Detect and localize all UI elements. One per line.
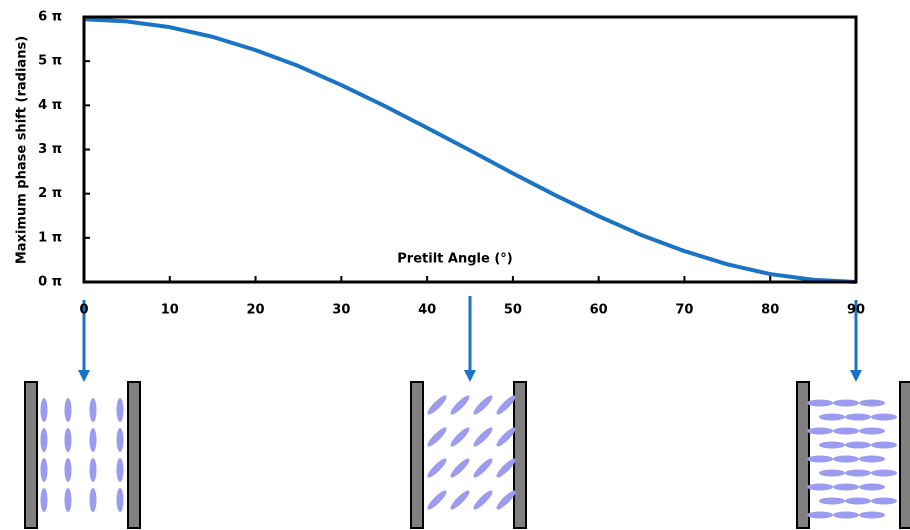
lc-molecule [116, 398, 124, 422]
lc-molecule [64, 428, 72, 452]
glass-plate [899, 381, 910, 529]
x-tick-label: 20 [247, 303, 265, 318]
x-tick-label: 60 [590, 303, 608, 318]
lc-molecule [40, 458, 48, 482]
x-tick-label: 40 [418, 303, 436, 318]
glass-plate [127, 381, 141, 529]
lc-molecule [819, 413, 845, 421]
lc-molecule [819, 469, 845, 477]
lc-molecule [450, 458, 470, 478]
data-line [83, 17, 857, 284]
lc-molecule [116, 428, 124, 452]
lc-molecule [427, 458, 447, 478]
lc-molecule [89, 458, 97, 482]
lc-molecule [859, 427, 885, 435]
lc-molecule [833, 399, 859, 407]
lc-molecule [845, 441, 871, 449]
lc-molecule [871, 441, 897, 449]
y-tick-label: 5 π [38, 54, 62, 69]
glass-plate [513, 381, 527, 529]
lc-molecule [819, 441, 845, 449]
lc-molecule [833, 427, 859, 435]
lc-molecule [807, 511, 833, 519]
y-tick-label: 2 π [38, 186, 62, 201]
lc-molecule [871, 413, 897, 421]
lc-molecule [89, 428, 97, 452]
lc-molecule [859, 455, 885, 463]
lc-molecule [807, 427, 833, 435]
lc-molecule [473, 427, 493, 447]
arrow-head [464, 370, 476, 382]
lc-molecule [427, 395, 447, 415]
lc-molecule [40, 428, 48, 452]
lc-molecule [450, 395, 470, 415]
lc-molecule [89, 488, 97, 512]
glass-plate [796, 381, 810, 529]
lc-molecule [859, 511, 885, 519]
lc-molecule [845, 413, 871, 421]
lc-molecule [64, 458, 72, 482]
arrow-head [78, 370, 90, 382]
lc-molecule [859, 483, 885, 491]
lc-molecule [116, 458, 124, 482]
lc-molecule [40, 488, 48, 512]
lc-molecule [450, 490, 470, 510]
lc-molecule [859, 399, 885, 407]
x-tick-label: 30 [332, 303, 350, 318]
y-axis-label: Maximum phase shift (radians) [15, 36, 30, 264]
y-tick-label: 1 π [38, 230, 62, 245]
lc-molecule [845, 497, 871, 505]
x-tick-label: 50 [504, 303, 522, 318]
arrow-head [850, 370, 862, 382]
x-tick-label: 70 [675, 303, 693, 318]
lc-molecule [807, 455, 833, 463]
lc-molecule [496, 490, 516, 510]
lc-cell-diagrams [24, 296, 910, 529]
plot-frame [82, 15, 858, 284]
lc-molecule [116, 488, 124, 512]
lc-molecule [496, 427, 516, 447]
glass-plate [410, 381, 424, 529]
x-tick-label: 10 [161, 303, 179, 318]
lc-molecule [807, 399, 833, 407]
y-tick-label: 6 π [38, 10, 62, 25]
lc-molecule [473, 458, 493, 478]
lc-molecule [833, 511, 859, 519]
x-tick-label: 0 [79, 303, 88, 318]
lc-molecule [496, 395, 516, 415]
lc-molecule [64, 398, 72, 422]
x-tick-label: 80 [761, 303, 779, 318]
lc-molecule [427, 490, 447, 510]
y-tick-label: 3 π [38, 142, 62, 157]
lc-molecule [64, 488, 72, 512]
lc-molecule [89, 398, 97, 422]
lc-molecule [819, 497, 845, 505]
lc-molecule [40, 398, 48, 422]
lc-molecule [871, 497, 897, 505]
y-tick-label: 4 π [38, 98, 62, 113]
lc-molecule [807, 483, 833, 491]
lc-molecule [496, 458, 516, 478]
lc-molecule [427, 427, 447, 447]
lc-molecule [473, 395, 493, 415]
lc-molecule [450, 427, 470, 447]
lc-molecule [871, 469, 897, 477]
x-axis-label: Pretilt Angle (°) [397, 252, 512, 267]
glass-plate [24, 381, 38, 529]
lc-molecule [833, 455, 859, 463]
lc-molecule [833, 483, 859, 491]
lc-molecule [473, 490, 493, 510]
y-tick-label: 0 π [38, 275, 62, 290]
lc-molecule [845, 469, 871, 477]
x-tick-label: 90 [847, 303, 865, 318]
